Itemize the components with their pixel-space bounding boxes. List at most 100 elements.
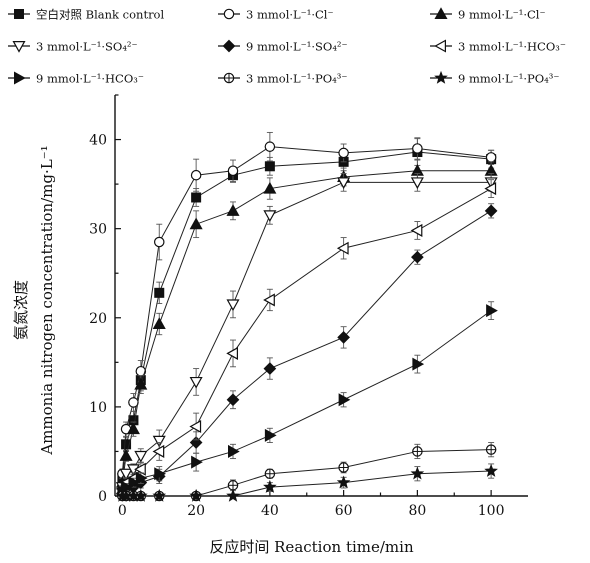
data-point — [152, 435, 166, 448]
legend-label: 9 mmol·L⁻¹·PO₄³⁻ — [458, 72, 559, 86]
axes: 反应时间 Reaction time/min 氨氮浓度 Ammonia nitr… — [12, 94, 528, 556]
legend-marker — [14, 9, 25, 20]
series-8 — [117, 442, 497, 502]
data-point — [126, 422, 140, 435]
data-point — [153, 236, 165, 248]
legend-item-6: 3 mmol·L⁻¹·HCO₃⁻ — [430, 39, 566, 54]
data-point — [263, 293, 275, 307]
legend-label: 9 mmol·L⁻¹·Cl⁻ — [458, 8, 546, 22]
data-point — [189, 419, 202, 434]
data-point — [263, 362, 277, 375]
y-tick-label: 40 — [89, 133, 107, 149]
x-tick-label: 80 — [408, 503, 426, 519]
y-axis-title: Ammonia nitrogen concentration/mg·L⁻¹ — [38, 145, 56, 455]
series-2 — [117, 131, 497, 479]
x-tick-label: 60 — [335, 503, 353, 519]
data-point — [152, 488, 167, 502]
data-point — [191, 455, 203, 469]
legend-marker — [223, 72, 235, 84]
data-point — [410, 177, 424, 190]
x-axis-title: 反应时间 Reaction time/min — [209, 538, 414, 556]
y-tick-label: 30 — [89, 222, 107, 238]
series-line — [121, 170, 492, 483]
y-tick-label: 20 — [89, 311, 107, 327]
data-point — [190, 169, 202, 181]
legend-marker — [434, 7, 448, 19]
data-point — [128, 397, 139, 408]
data-point — [338, 393, 351, 407]
data-point — [485, 152, 497, 163]
legend-marker — [223, 8, 235, 20]
data-point — [226, 299, 240, 312]
series-line — [121, 146, 492, 474]
series-3 — [115, 159, 498, 488]
y-tick-label: 10 — [89, 400, 107, 416]
data-point — [226, 393, 240, 407]
data-point — [119, 468, 133, 481]
data-point — [191, 192, 202, 203]
series-6 — [115, 179, 497, 496]
data-point — [411, 250, 424, 264]
data-point — [410, 466, 425, 480]
data-point — [226, 488, 240, 502]
legend-item-1: 空白对照 Blank control — [8, 8, 164, 22]
data-point — [134, 450, 148, 463]
data-point — [226, 204, 240, 216]
legend-label: 9 mmol·L⁻¹·HCO₃⁻ — [36, 72, 144, 86]
legend-marker — [434, 39, 446, 53]
legend-item-5: 9 mmol·L⁻¹·SO₄²⁻ — [218, 40, 348, 54]
series-line — [122, 470, 492, 497]
data-point — [228, 444, 240, 458]
data-point — [121, 480, 133, 494]
data-point — [264, 428, 277, 442]
series-7 — [117, 301, 498, 499]
legend-label: 3 mmol·L⁻¹·HCO₃⁻ — [458, 40, 566, 54]
x-tick-label: 40 — [261, 503, 279, 519]
data-point — [484, 204, 498, 218]
series-line — [121, 151, 492, 479]
data-point — [264, 141, 276, 152]
series-5 — [116, 203, 498, 500]
data-point — [484, 463, 498, 477]
x-tick-label: 20 — [187, 503, 205, 519]
data-point — [154, 467, 166, 481]
data-point — [152, 317, 166, 330]
legend-item-2: 3 mmol·L⁻¹·Cl⁻ — [218, 8, 334, 22]
data-point — [227, 165, 239, 177]
series-line — [121, 310, 492, 492]
data-point — [152, 444, 165, 458]
legend: 空白对照 Blank control 3 mmol·L⁻¹·Cl⁻ 9 mmol·L… — [8, 7, 566, 86]
data-point — [135, 471, 148, 485]
data-point — [485, 444, 497, 455]
legend-item-8: 3 mmol·L⁻¹·PO₄³⁻ — [218, 72, 347, 86]
legend-marker — [12, 40, 26, 53]
data-point — [133, 488, 148, 502]
data-point — [134, 462, 146, 476]
data-point — [134, 377, 148, 390]
legend-item-7: 9 mmol·L⁻¹·HCO₃⁻ — [8, 71, 144, 86]
x-tick-label: 0 — [118, 503, 127, 519]
data-point — [128, 476, 141, 490]
data-point — [486, 304, 498, 318]
data-point — [226, 346, 238, 360]
y-tick-label: 0 — [98, 489, 107, 505]
data-point — [484, 182, 497, 196]
data-point — [263, 210, 277, 223]
data-point — [412, 357, 425, 371]
x-tick-label: 100 — [478, 503, 505, 519]
data-point — [336, 241, 349, 255]
y-axis-title-chinese: 氨氮浓度 — [12, 280, 30, 340]
legend-marker — [14, 71, 26, 85]
legend-label: 3 mmol·L⁻¹·Cl⁻ — [246, 8, 334, 22]
legend-label: 9 mmol·L⁻¹·SO₄²⁻ — [246, 40, 348, 54]
data-point — [227, 480, 239, 491]
series-line — [121, 181, 492, 488]
legend-marker — [222, 39, 236, 53]
data-point — [337, 331, 350, 344]
data-point — [119, 449, 133, 461]
series-9 — [115, 463, 498, 502]
data-point — [264, 468, 276, 479]
data-point — [338, 147, 349, 159]
